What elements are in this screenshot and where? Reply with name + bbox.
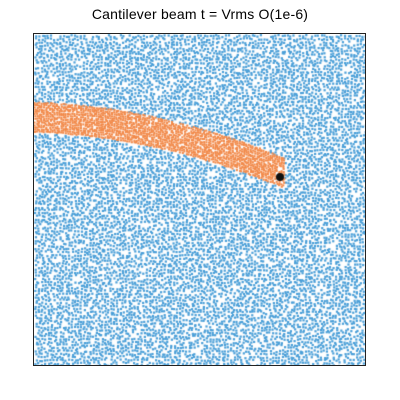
plot-title: Cantilever beam t = Vrms O(1e-6)	[91, 6, 309, 22]
particle-field	[34, 34, 365, 365]
plot-area	[33, 33, 366, 366]
